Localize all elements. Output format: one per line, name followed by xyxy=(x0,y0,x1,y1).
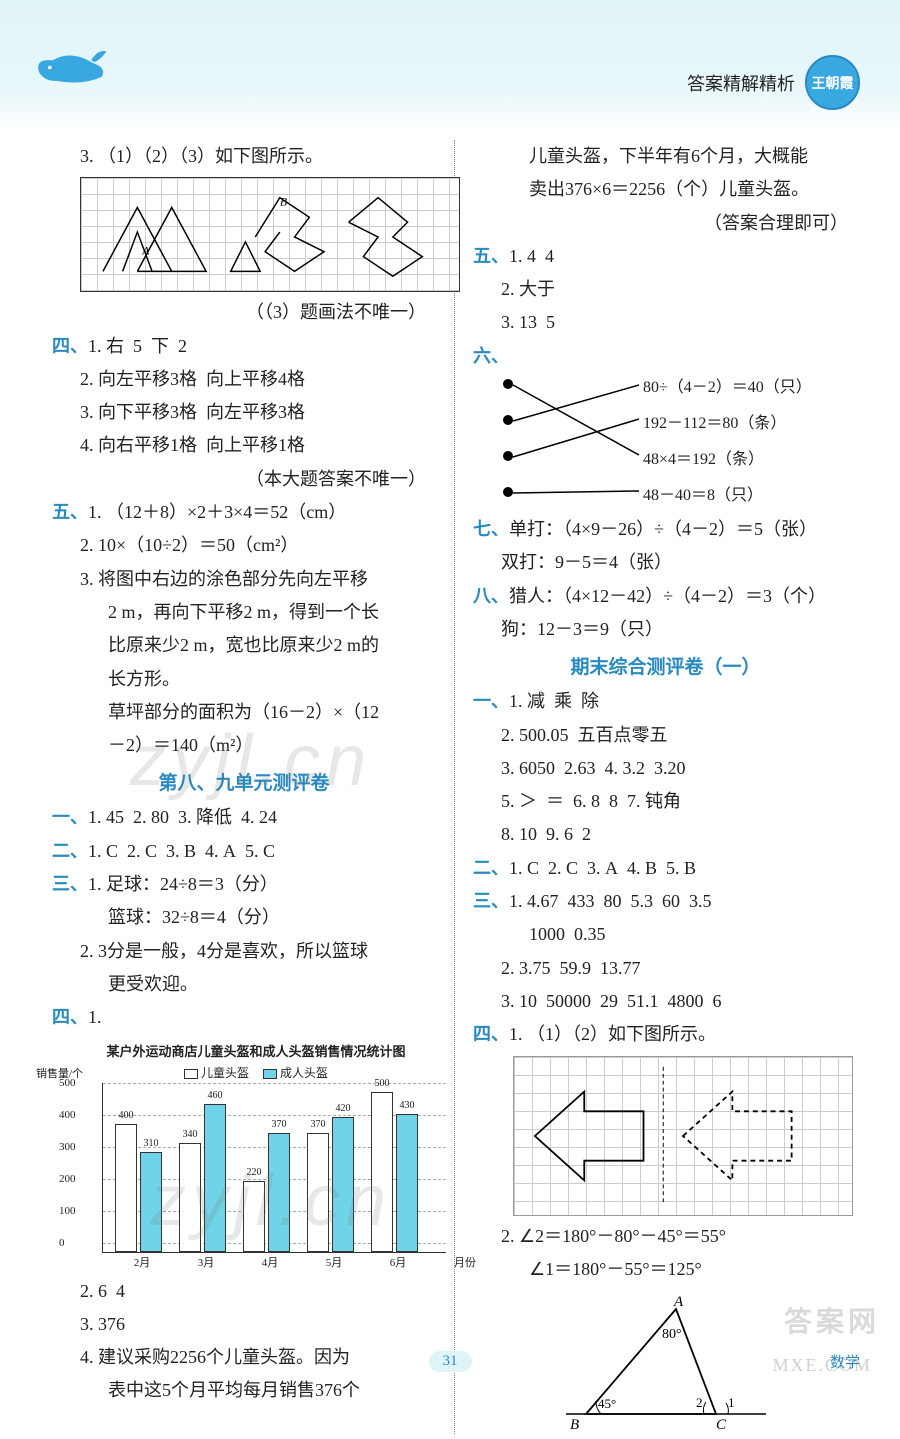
svg-text:B: B xyxy=(280,195,287,209)
chart-title: 某户外运动商店儿童头盔和成人头盔销售情况统计图 xyxy=(66,1041,446,1060)
page-header: 答案精解精析 王朝霞 xyxy=(0,0,900,130)
bar-chart: 某户外运动商店儿童头盔和成人头盔销售情况统计图 儿童头盔 成人头盔 销售量/个 … xyxy=(66,1041,446,1253)
stamp: 答案网 xyxy=(784,1300,880,1340)
final-title: 期末综合测评卷（一） xyxy=(473,652,858,679)
svg-text:80°: 80° xyxy=(662,1327,682,1342)
page-number: 31 xyxy=(429,1351,472,1372)
unit-89-title: 第八、九单元测评卷 xyxy=(52,768,436,795)
matching-diagram: 80÷（4－2）＝40（只） 192－112＝80（条） 48×4＝192（条）… xyxy=(493,373,863,513)
page-footer: 31 xyxy=(0,1351,900,1372)
left-column: 3. （1）（2）（3）如下图所示。 A B （（3）题画法不唯一） 四、1. … xyxy=(40,140,455,1434)
arrow-grid-figure xyxy=(513,1056,853,1216)
text: （（3）题画法不唯一） xyxy=(52,296,436,329)
right-column: 儿童头盔，下半年有6个月，大概能 卖出376×6＝2256（个）儿童头盔。 （答… xyxy=(455,140,870,1434)
svg-text:C: C xyxy=(716,1417,727,1433)
grid-figure-1: A B xyxy=(80,177,460,292)
text: 3. （1）（2）（3）如下图所示。 xyxy=(52,140,436,173)
section-5: 五、 xyxy=(52,502,88,522)
svg-text:1: 1 xyxy=(728,1395,735,1410)
svg-text:A: A xyxy=(141,244,150,258)
svg-text:2: 2 xyxy=(696,1395,703,1410)
svg-text:A: A xyxy=(673,1294,684,1310)
footer-subject: 数学 xyxy=(830,1351,860,1372)
svg-text:45°: 45° xyxy=(598,1396,616,1411)
whale-icon xyxy=(30,40,120,95)
brand-badge: 王朝霞 xyxy=(805,55,860,110)
header-title: 答案精解精析 xyxy=(687,70,795,96)
section-4: 四、 xyxy=(52,336,88,356)
svg-text:B: B xyxy=(570,1417,579,1433)
